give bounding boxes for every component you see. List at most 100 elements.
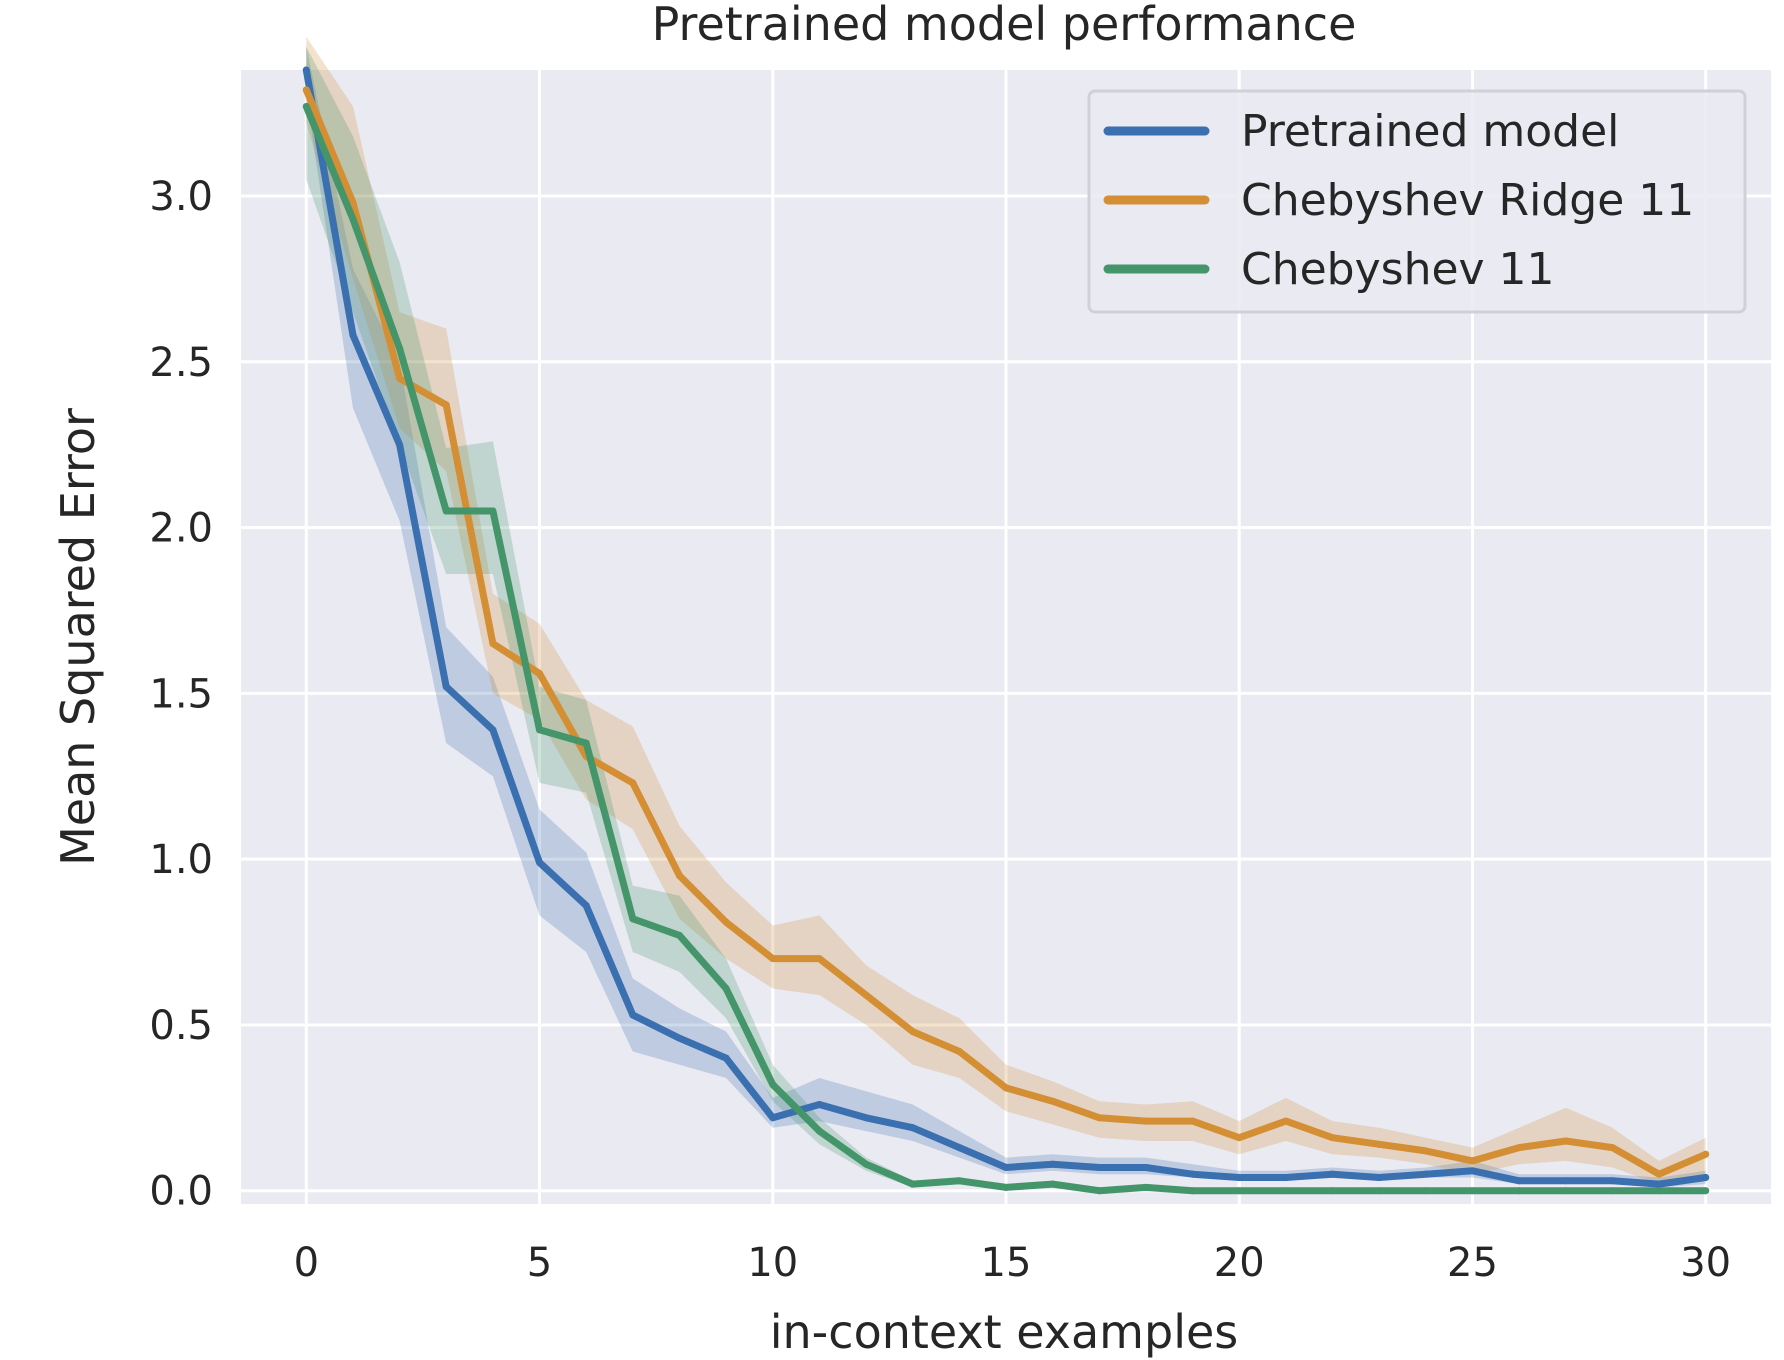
- y-tick-label: 2.0: [149, 506, 213, 552]
- chebyshev-ridge-11-point: [1142, 1117, 1150, 1125]
- pretrained-model-point: [582, 902, 590, 910]
- x-tick-label: 20: [1214, 1240, 1265, 1286]
- chebyshev-11-legend-label: Chebyshev 11: [1241, 244, 1555, 295]
- chebyshev-ridge-11-point: [1515, 1144, 1523, 1152]
- pretrained-model-point: [442, 683, 450, 691]
- pretrained-model-point: [536, 858, 544, 866]
- x-tick-label: 0: [294, 1240, 319, 1286]
- pretrained-model-point: [489, 726, 497, 734]
- pretrained-model-point: [629, 1011, 637, 1019]
- pretrained-model-point: [1422, 1170, 1430, 1178]
- y-tick-label: 0.0: [149, 1169, 213, 1215]
- chebyshev-ridge-11-point: [1702, 1150, 1710, 1158]
- chebyshev-11-point: [1002, 1183, 1010, 1191]
- chebyshev-ridge-11-point: [1189, 1117, 1197, 1125]
- x-tick-label: 25: [1447, 1240, 1498, 1286]
- pretrained-model-point: [1282, 1173, 1290, 1181]
- chebyshev-ridge-11-point: [1002, 1084, 1010, 1092]
- chebyshev-11-point: [1282, 1187, 1290, 1195]
- chebyshev-ridge-11-point: [349, 199, 357, 207]
- pretrained-model-point: [722, 1054, 730, 1062]
- chebyshev-ridge-11-point: [629, 779, 637, 787]
- chebyshev-ridge-11-point: [1562, 1137, 1570, 1145]
- chebyshev-ridge-11-point: [1235, 1134, 1243, 1142]
- series-lines: [302, 66, 1710, 1195]
- chebyshev-11-point: [1702, 1187, 1710, 1195]
- pretrained-model-point: [1329, 1170, 1337, 1178]
- pretrained-model-point: [1655, 1180, 1663, 1188]
- legend-box: [1087, 89, 1747, 314]
- y-axis-label: Mean Squared Error: [51, 408, 105, 866]
- chebyshev-11-point: [1329, 1187, 1337, 1195]
- pretrained-model-point: [1189, 1170, 1197, 1178]
- pretrained-model-point: [675, 1034, 683, 1042]
- pretrained-model-point: [396, 441, 404, 449]
- chebyshev-11-point: [442, 507, 450, 515]
- chebyshev-ridge-11-point: [1049, 1097, 1057, 1105]
- pretrained-model-point: [302, 66, 310, 74]
- y-tick-label: 1.0: [149, 837, 213, 883]
- chebyshev-ridge-11-point: [675, 872, 683, 880]
- chebyshev-11-point: [769, 1081, 777, 1089]
- chebyshev-ridge-11-point: [1375, 1140, 1383, 1148]
- pretrained-model-point: [1235, 1173, 1243, 1181]
- y-tick-labels: 0.0 0.5 1.0 1.5 2.0 2.5 3.0: [149, 174, 213, 1215]
- pretrained-model-point: [1142, 1164, 1150, 1172]
- chebyshev-11-point: [1655, 1187, 1663, 1195]
- pretrained-model-point: [955, 1144, 963, 1152]
- chebyshev-ridge-11-point: [722, 918, 730, 926]
- pretrained-model-point: [1049, 1160, 1057, 1168]
- chebyshev-ridge-11-point: [1329, 1134, 1337, 1142]
- chebyshev-ridge-11-point: [1422, 1147, 1430, 1155]
- x-tick-label: 10: [747, 1240, 798, 1286]
- pretrained-model-legend-label: Pretrained model: [1241, 106, 1619, 157]
- chebyshev-11-point: [815, 1127, 823, 1135]
- chebyshev-ridge-11-point: [396, 374, 404, 382]
- chebyshev-ridge-11-point: [536, 669, 544, 677]
- pretrained-model-point: [1095, 1164, 1103, 1172]
- chebyshev-11-point: [1235, 1187, 1243, 1195]
- x-tick-labels: 0 5 10 15 20 25 30: [294, 1240, 1732, 1286]
- chebyshev-11-point: [396, 345, 404, 353]
- pretrained-model-point: [1702, 1173, 1710, 1181]
- chebyshev-ridge-11-point: [909, 1028, 917, 1036]
- chebyshev-11-point: [302, 102, 310, 110]
- x-tick-label: 15: [981, 1240, 1032, 1286]
- chebyshev-ridge-11-point: [862, 991, 870, 999]
- chebyshev-11-point: [1189, 1187, 1197, 1195]
- chebyshev-ridge-11-point: [1655, 1170, 1663, 1178]
- chebyshev-11-point: [1515, 1187, 1523, 1195]
- chebyshev-11-point: [1422, 1187, 1430, 1195]
- chebyshev-ridge-11-point: [1095, 1114, 1103, 1122]
- chebyshev-11-point: [582, 739, 590, 747]
- grid-lines: [241, 70, 1771, 1204]
- chebyshev-11-point: [629, 915, 637, 923]
- chebyshev-ridge-11-point: [1608, 1144, 1616, 1152]
- x-tick-label: 30: [1680, 1240, 1731, 1286]
- y-tick-label: 3.0: [149, 174, 213, 220]
- chebyshev-11-point: [1562, 1187, 1570, 1195]
- chebyshev-11-band: [306, 46, 1706, 1191]
- pretrained-model-point: [1562, 1177, 1570, 1185]
- chebyshev-ridge-11-point: [955, 1047, 963, 1055]
- chebyshev-11-point: [909, 1180, 917, 1188]
- pretrained-model-point: [815, 1101, 823, 1109]
- pretrained-model-point: [1515, 1177, 1523, 1185]
- chebyshev-ridge-11-point: [815, 955, 823, 963]
- chebyshev-ridge-11-point: [1282, 1117, 1290, 1125]
- chebyshev-ridge-11-point: [1468, 1157, 1476, 1165]
- chebyshev-ridge-11-point: [442, 401, 450, 409]
- chebyshev-11-point: [1375, 1187, 1383, 1195]
- chebyshev-ridge-11-point: [489, 640, 497, 648]
- confidence-bands: [306, 36, 1706, 1191]
- chebyshev-11-point: [349, 215, 357, 223]
- pretrained-model-point: [1608, 1177, 1616, 1185]
- chebyshev-11-point: [1142, 1183, 1150, 1191]
- legend: Pretrained model Chebyshev Ridge 11 Chebys…: [1087, 89, 1747, 314]
- y-tick-label: 2.5: [149, 340, 213, 386]
- chebyshev-ridge-11-point: [302, 86, 310, 94]
- chebyshev-ridge-11-point: [769, 955, 777, 963]
- chebyshev-11-point: [722, 984, 730, 992]
- chebyshev-11-point: [1049, 1180, 1057, 1188]
